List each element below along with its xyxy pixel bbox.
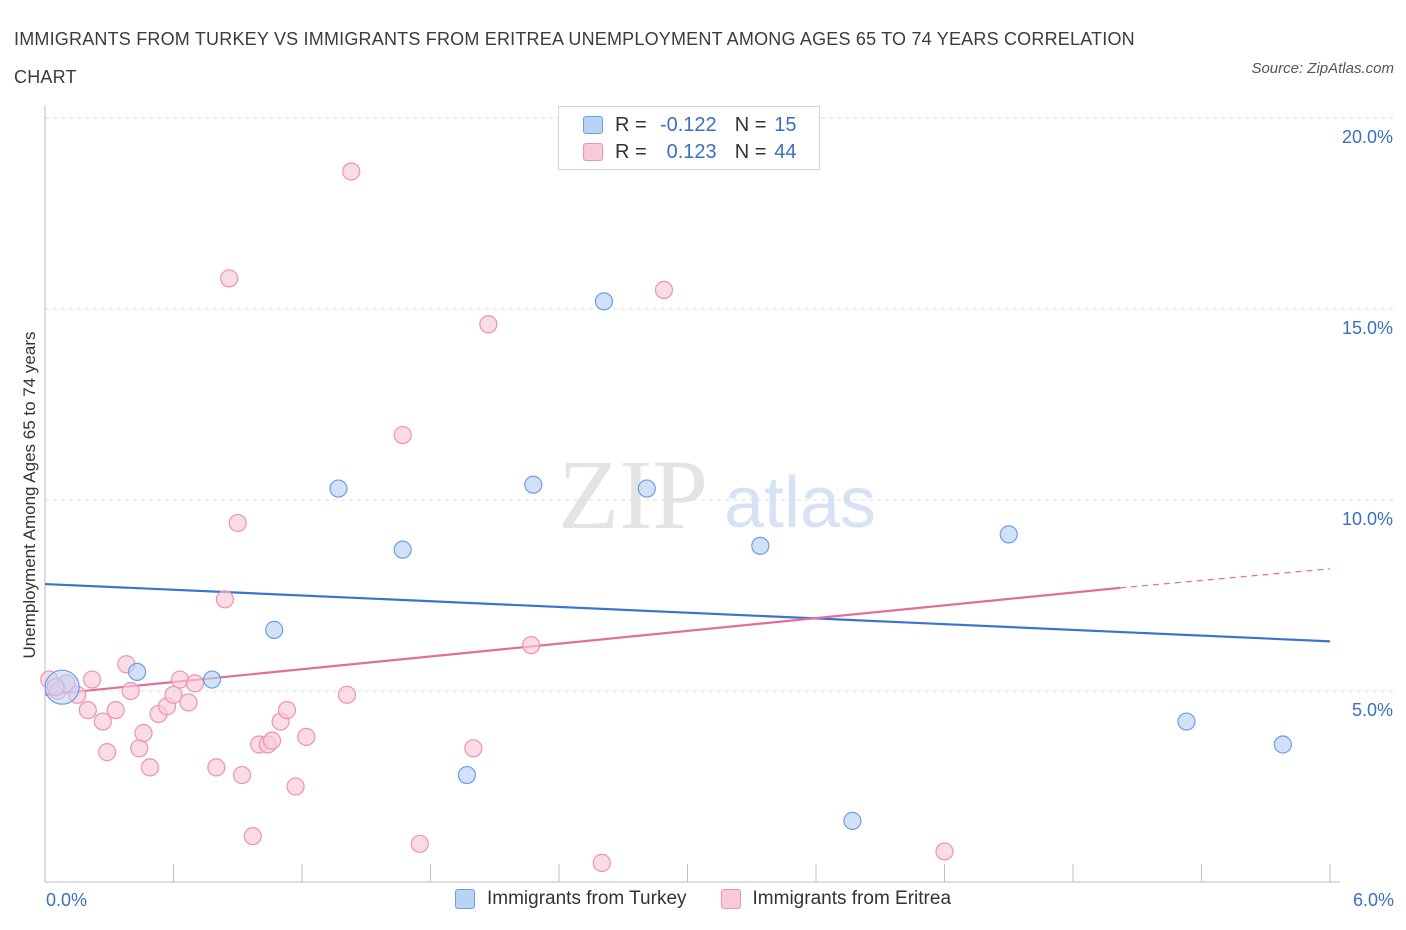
- point-eritrea: [654, 280, 674, 299]
- point-turkey: [637, 479, 656, 498]
- legend-swatch-turkey: [454, 889, 475, 909]
- y-tick-label: 5.0%: [1352, 700, 1393, 720]
- correlation-legend: R = -0.122 N = 15 R = 0.123 N = 44: [558, 106, 820, 170]
- trend-line-eritrea: [44, 586, 1121, 696]
- point-eritrea: [410, 834, 429, 853]
- legend-r-value-eritrea: 0.123: [666, 140, 717, 163]
- trend-line-turkey: [44, 582, 1331, 643]
- point-eritrea: [134, 723, 153, 743]
- source-label: Source: ZipAtlas.com: [1251, 60, 1394, 77]
- point-eritrea: [592, 853, 611, 873]
- point-turkey: [44, 669, 80, 705]
- point-eritrea: [342, 162, 361, 181]
- point-eritrea: [98, 743, 117, 762]
- legend-r-label: R =: [615, 140, 647, 163]
- point-eritrea: [164, 685, 183, 704]
- point-eritrea: [522, 636, 541, 655]
- point-turkey: [265, 620, 284, 639]
- point-eritrea: [464, 739, 483, 758]
- point-eritrea: [106, 700, 125, 720]
- legend-row-turkey: R = -0.122 N = 15: [583, 112, 804, 138]
- legend-n-value-turkey: 15: [774, 113, 797, 136]
- point-eritrea: [83, 670, 102, 689]
- point-eritrea: [207, 758, 226, 777]
- point-eritrea: [277, 700, 297, 720]
- legend-item-turkey[interactable]: Immigrants from Turkey: [454, 888, 687, 910]
- watermark-atlas: atlas: [724, 463, 876, 543]
- legend-swatch-turkey: [583, 116, 603, 134]
- point-turkey: [999, 525, 1018, 544]
- point-eritrea: [297, 727, 316, 746]
- point-turkey: [751, 536, 770, 555]
- point-eritrea: [262, 731, 282, 750]
- point-eritrea: [337, 685, 357, 704]
- point-eritrea: [232, 765, 252, 785]
- point-eritrea: [78, 700, 97, 720]
- point-turkey: [843, 811, 862, 830]
- point-eritrea: [393, 425, 412, 445]
- point-eritrea: [479, 315, 498, 334]
- legend-n-label: N =: [734, 140, 767, 163]
- legend-label-eritrea: Immigrants from Eritrea: [752, 888, 952, 909]
- series-legend: Immigrants from Turkey Immigrants from E…: [0, 888, 1406, 910]
- chart-title: IMMIGRANTS FROM TURKEY VS IMMIGRANTS FRO…: [14, 29, 1135, 87]
- point-eritrea: [935, 842, 954, 861]
- legend-n-value-eritrea: 44: [774, 140, 797, 163]
- x-tick-label-max: 6.0%: [1352, 890, 1394, 910]
- point-turkey: [1273, 735, 1292, 754]
- legend-swatch-eritrea: [720, 889, 741, 909]
- legend-item-eritrea[interactable]: Immigrants from Eritrea: [720, 888, 952, 910]
- point-eritrea: [228, 513, 247, 533]
- point-eritrea: [93, 712, 112, 731]
- data-points: [40, 162, 1292, 873]
- point-eritrea: [243, 827, 262, 846]
- y-tick-labels: 5.0% 10.0% 15.0% 20.0%: [1342, 127, 1393, 720]
- legend-label-turkey: Immigrants from Turkey: [486, 888, 687, 909]
- point-eritrea: [286, 777, 305, 796]
- point-eritrea: [140, 758, 160, 777]
- point-eritrea: [185, 674, 205, 693]
- point-eritrea: [170, 670, 190, 689]
- y-tick-label: 20.0%: [1342, 127, 1393, 147]
- point-eritrea: [220, 269, 239, 288]
- trend-lines: [44, 568, 1331, 696]
- point-turkey: [1177, 712, 1196, 731]
- point-eritrea: [121, 681, 140, 701]
- point-turkey: [594, 292, 614, 311]
- point-turkey: [457, 765, 477, 785]
- y-tick-label: 10.0%: [1342, 509, 1393, 529]
- legend-r-value-turkey: -0.122: [659, 113, 717, 136]
- point-turkey: [202, 670, 222, 689]
- grid: [45, 117, 1395, 692]
- watermark-zip: ZIP: [558, 439, 708, 550]
- x-tick-label-min: 0.0%: [46, 890, 88, 910]
- legend-row-eritrea: R = 0.123 N = 44: [583, 139, 804, 165]
- point-turkey: [127, 662, 147, 682]
- trend-line-eritrea-extension: [1120, 568, 1331, 589]
- point-eritrea: [130, 739, 149, 758]
- legend-r-label: R =: [615, 113, 647, 136]
- legend-n-label: N =: [734, 113, 767, 136]
- axes: [44, 105, 1340, 883]
- y-tick-label: 15.0%: [1342, 318, 1393, 338]
- point-turkey: [329, 479, 348, 498]
- legend-swatch-eritrea: [583, 143, 603, 161]
- point-turkey: [524, 475, 543, 494]
- point-eritrea: [215, 590, 234, 609]
- point-eritrea: [179, 693, 198, 712]
- watermark: ZIP atlas: [558, 439, 876, 550]
- point-turkey: [393, 540, 412, 559]
